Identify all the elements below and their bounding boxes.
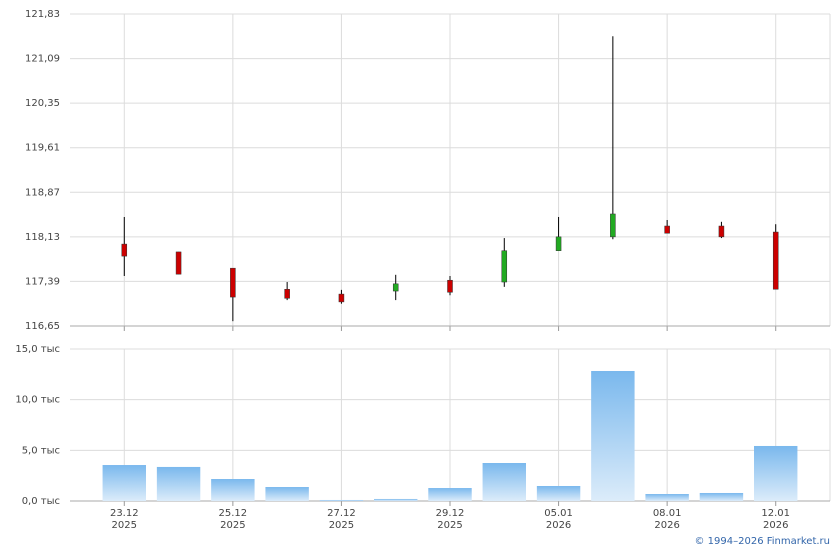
volume-bar bbox=[156, 466, 201, 501]
x-tick-year: 2026 bbox=[654, 520, 679, 530]
candle-body bbox=[230, 267, 236, 298]
candle-body bbox=[175, 251, 182, 275]
candle-body bbox=[555, 236, 562, 251]
volume-bar bbox=[645, 494, 689, 501]
candle-body bbox=[718, 225, 725, 238]
chart: 116,65 117,39 118,13 118,87 119,61 120,35 121,… bbox=[15, 9, 831, 531]
y-tick-label: 15,0 тыс bbox=[15, 344, 60, 355]
y-tick-label: 5,0 тыс bbox=[22, 445, 60, 456]
volume-bar bbox=[754, 445, 798, 501]
x-tick-label: 12.01 bbox=[761, 508, 790, 519]
y-tick-label: 118,13 bbox=[25, 232, 60, 243]
candle-body bbox=[447, 279, 453, 293]
x-tick-label: 25.12 bbox=[219, 508, 248, 519]
candle-body bbox=[772, 231, 779, 290]
y-tick-label: 0,0 тыс bbox=[22, 496, 60, 507]
x-tick-year: 2025 bbox=[112, 520, 137, 530]
candle-body bbox=[338, 293, 345, 303]
volume-bar bbox=[591, 370, 635, 501]
volume-bar bbox=[699, 492, 744, 501]
candle-body bbox=[392, 283, 399, 292]
y-tick-label: 118,87 bbox=[25, 187, 60, 198]
y-tick-label: 116,65 bbox=[25, 321, 60, 332]
volume-bar bbox=[536, 486, 581, 501]
candle-body bbox=[284, 289, 290, 299]
y-tick-label: 117,39 bbox=[25, 276, 60, 287]
candle-body bbox=[610, 213, 616, 238]
y-tick-label: 10,0 тыс bbox=[15, 395, 60, 406]
volume-bar bbox=[374, 498, 418, 501]
footer-link[interactable]: © 1994–2026 Finmarket.ru bbox=[694, 536, 830, 547]
candle-body bbox=[501, 250, 508, 283]
x-tick-year: 2026 bbox=[546, 520, 571, 530]
x-tick-label: 08.01 bbox=[653, 508, 682, 519]
volume-bar bbox=[482, 463, 526, 501]
y-tick-label: 119,61 bbox=[25, 143, 60, 154]
volume-bar bbox=[428, 488, 472, 501]
x-tick-year: 2025 bbox=[329, 520, 354, 530]
y-tick-label: 120,35 bbox=[25, 98, 60, 109]
y-tick-label: 121,09 bbox=[25, 54, 60, 65]
volume-bar bbox=[319, 499, 364, 501]
x-tick-year: 2025 bbox=[437, 520, 462, 530]
x-tick-label: 29.12 bbox=[436, 508, 465, 519]
x-tick-year: 2026 bbox=[763, 520, 788, 530]
x-tick-label: 23.12 bbox=[110, 508, 139, 519]
volume-bar bbox=[265, 487, 309, 501]
candle-body bbox=[121, 243, 128, 257]
volume-bar bbox=[102, 465, 146, 501]
x-tick-year: 2025 bbox=[220, 520, 245, 530]
x-tick-label: 05.01 bbox=[544, 508, 573, 519]
volume-bar bbox=[211, 479, 255, 501]
candle-body bbox=[664, 225, 670, 234]
x-tick-label: 27.12 bbox=[327, 508, 356, 519]
y-tick-label: 121,83 bbox=[25, 9, 60, 20]
